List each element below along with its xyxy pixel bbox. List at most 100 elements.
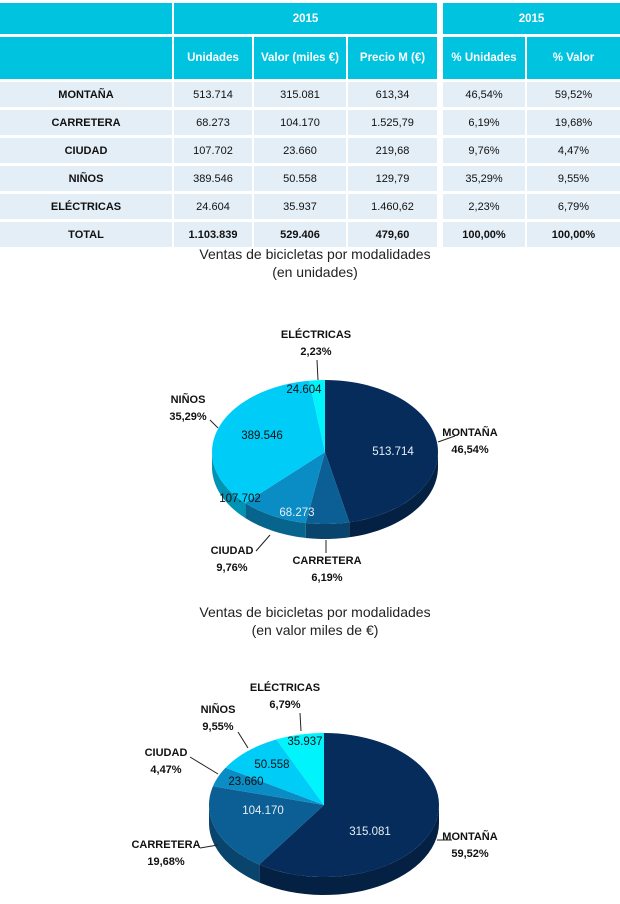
cell-valor: 529.406 <box>254 222 346 247</box>
chart1-title: Ventas de bicicletas por modalidades (en … <box>0 245 620 281</box>
pie2-side-1 <box>209 805 260 883</box>
value-label: 23.660 <box>228 776 264 788</box>
pie2-slice-ciudad <box>212 767 324 805</box>
category-percent: 19,68% <box>147 856 185 868</box>
cell-precio: 1.460,62 <box>348 194 437 219</box>
cell-unidades: 389.546 <box>174 166 252 191</box>
cell-name: CARRETERA <box>0 110 172 135</box>
category-percent: 59,52% <box>451 848 489 860</box>
cell-valor: 50.558 <box>254 166 346 191</box>
category-percent: 9,55% <box>202 721 234 733</box>
leader-line <box>189 756 219 775</box>
chart1-subtitle: (en unidades) <box>272 264 358 280</box>
pie1-slice-montaña <box>325 380 438 523</box>
cell-name: TOTAL <box>0 222 172 247</box>
leader-line <box>299 712 302 732</box>
cell-unidades: 513.714 <box>174 82 252 107</box>
category-percent: 35,29% <box>169 411 207 423</box>
col-valor: Valor (miles €) <box>254 37 346 79</box>
corner-cell <box>0 3 172 34</box>
pie1-slice-eléctricas <box>309 380 325 452</box>
corner-cell <box>0 37 172 79</box>
cell-unidades: 24.604 <box>174 194 252 219</box>
leader-line <box>437 435 456 443</box>
table-row: 2,23% 6,79% <box>443 194 620 219</box>
cell-valor: 104.170 <box>254 110 346 135</box>
cell-unidades: 107.702 <box>174 138 252 163</box>
category-name: CIUDAD <box>144 747 188 759</box>
category-name: NIÑOS <box>200 704 236 716</box>
category-percent: 6,79% <box>269 699 301 711</box>
cell-pct_unidades: 2,23% <box>443 194 525 219</box>
table-row: 6,19% 19,68% <box>443 110 620 135</box>
pie1-slice-niños <box>212 380 325 503</box>
value-label: 35.937 <box>287 736 323 748</box>
cell-pct_unidades: 35,29% <box>443 166 525 191</box>
cell-pct_valor: 59,52% <box>527 82 620 107</box>
cell-pct_valor: 4,47% <box>527 138 620 163</box>
table-row: 9,76% 4,47% <box>443 138 620 163</box>
leader-line <box>255 534 271 552</box>
chart1-title-text: Ventas de bicicletas por modalidades <box>199 246 431 262</box>
category-name: CARRETERA <box>131 839 201 851</box>
total-row: TOTAL 1.103.839 529.406 479,60 <box>0 222 437 247</box>
cell-valor: 315.081 <box>254 82 346 107</box>
leader-line <box>209 419 219 429</box>
value-label: 50.558 <box>254 759 290 771</box>
col-precio: Precio M (€) <box>348 37 437 79</box>
percent-table: 2015 % Unidades % Valor 46,54% 59,52% 6,19… <box>441 0 620 250</box>
cell-pct_unidades: 46,54% <box>443 82 525 107</box>
category-percent: 4,47% <box>150 764 182 776</box>
category-label: ELÉCTRICAS 6,79% <box>250 680 320 714</box>
pie1-side-2 <box>245 502 306 538</box>
category-name: MONTAÑA <box>442 427 498 439</box>
leader-line <box>199 844 219 849</box>
cell-pct_unidades: 6,19% <box>443 110 525 135</box>
category-label: CIUDAD 4,47% <box>145 745 188 779</box>
pie1-slice-ciudad <box>245 452 325 523</box>
value-label: 68.273 <box>279 507 315 519</box>
value-label: 389.546 <box>241 430 283 442</box>
table-row: 35,29% 9,55% <box>443 166 620 191</box>
col-pct-valor: % Valor <box>527 37 620 79</box>
cell-pct_valor: 19,68% <box>527 110 620 135</box>
chart2-subtitle: (en valor miles de €) <box>251 622 379 638</box>
category-name: CIUDAD <box>210 545 254 557</box>
category-label: CIUDAD 9,76% <box>211 543 254 577</box>
cell-valor: 35.937 <box>254 194 346 219</box>
pie2-slice-montaña <box>259 733 439 877</box>
cell-precio: 1.525,79 <box>348 110 437 135</box>
cell-pct_valor: 6,79% <box>527 194 620 219</box>
leader-line <box>316 359 319 381</box>
chart2-title-text: Ventas de bicicletas por modalidades <box>199 604 431 620</box>
cell-valor: 23.660 <box>254 138 346 163</box>
category-percent: 6,19% <box>311 572 343 584</box>
year-header: 2015 <box>443 3 620 34</box>
year-header: 2015 <box>174 3 437 34</box>
cell-pct_valor: 100,00% <box>527 222 620 247</box>
category-percent: 9,76% <box>216 562 248 574</box>
category-name: ELÉCTRICAS <box>249 682 321 694</box>
table-row: CIUDAD 107.702 23.660 219,68 <box>0 138 437 163</box>
cell-name: NIÑOS <box>0 166 172 191</box>
pie1-slice-carretera <box>305 452 350 524</box>
table-row: NIÑOS 389.546 50.558 129,79 <box>0 166 437 191</box>
cell-name: MONTAÑA <box>0 82 172 107</box>
category-label: ELÉCTRICAS 2,23% <box>281 327 351 361</box>
cell-pct_unidades: 9,76% <box>443 138 525 163</box>
pie2-slice-carretera <box>209 786 324 865</box>
value-label: 24.604 <box>286 384 322 396</box>
value-label: 107.702 <box>219 493 261 505</box>
table-row: ELÉCTRICAS 24.604 35.937 1.460,62 <box>0 194 437 219</box>
category-name: MONTAÑA <box>442 831 498 843</box>
cell-unidades: 1.103.839 <box>174 222 252 247</box>
cell-unidades: 68.273 <box>174 110 252 135</box>
pie1-side-1 <box>305 522 350 539</box>
category-percent: 46,54% <box>451 444 489 456</box>
value-label: 104.170 <box>242 805 284 817</box>
col-pct-unidades: % Unidades <box>443 37 525 79</box>
pie1-side-0 <box>349 452 438 538</box>
col-unidades: Unidades <box>174 37 252 79</box>
pie2-slice-eléctricas <box>276 733 324 805</box>
